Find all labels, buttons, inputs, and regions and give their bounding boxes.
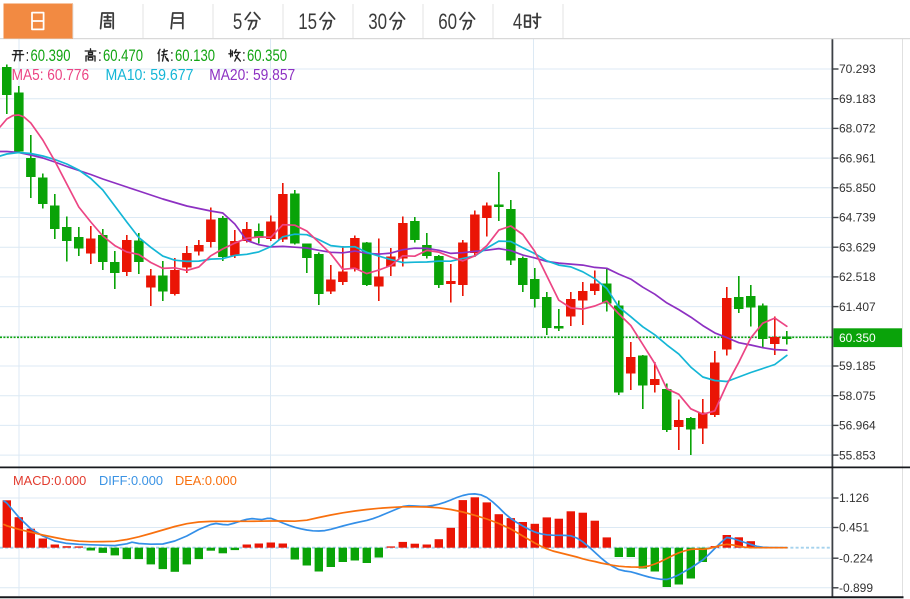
svg-text:15: 15 xyxy=(298,9,317,34)
svg-text:69.183: 69.183 xyxy=(839,92,876,106)
svg-text:60.350: 60.350 xyxy=(247,47,287,65)
svg-text:64.739: 64.739 xyxy=(839,211,876,225)
svg-text:MA10: 59.677: MA10: 59.677 xyxy=(106,67,194,84)
svg-text:MA5: 60.776: MA5: 60.776 xyxy=(12,67,90,84)
svg-text:MACD:0.000: MACD:0.000 xyxy=(13,473,86,488)
svg-text:4: 4 xyxy=(513,9,522,34)
svg-text:63.629: 63.629 xyxy=(839,240,876,254)
svg-text::: : xyxy=(242,47,246,65)
svg-text:-0.899: -0.899 xyxy=(839,581,873,595)
svg-text:60.470: 60.470 xyxy=(103,47,143,65)
svg-text:61.407: 61.407 xyxy=(839,300,876,314)
svg-text:56.964: 56.964 xyxy=(839,419,876,433)
svg-text:60.390: 60.390 xyxy=(31,47,71,65)
svg-text:66.961: 66.961 xyxy=(839,151,876,165)
svg-text:60.130: 60.130 xyxy=(175,47,215,65)
svg-text:5: 5 xyxy=(233,9,242,34)
svg-text:60.350: 60.350 xyxy=(839,331,876,345)
svg-text:1.126: 1.126 xyxy=(839,491,869,505)
svg-text:DIFF:0.000: DIFF:0.000 xyxy=(99,473,163,488)
svg-text:55.853: 55.853 xyxy=(839,448,876,462)
svg-text:MA20: 59.857: MA20: 59.857 xyxy=(209,67,295,84)
svg-text:DEA:0.000: DEA:0.000 xyxy=(175,473,237,488)
svg-text:62.518: 62.518 xyxy=(839,270,876,284)
svg-text:-0.224: -0.224 xyxy=(839,551,873,565)
svg-text:0.451: 0.451 xyxy=(839,521,869,535)
svg-text:30: 30 xyxy=(368,9,387,34)
svg-text:59.185: 59.185 xyxy=(839,359,876,373)
svg-text:58.075: 58.075 xyxy=(839,389,876,403)
svg-text:68.072: 68.072 xyxy=(839,122,876,136)
svg-text:60: 60 xyxy=(438,9,457,34)
svg-text:65.850: 65.850 xyxy=(839,181,876,195)
svg-text::: : xyxy=(26,47,30,65)
svg-text:70.293: 70.293 xyxy=(839,62,876,76)
svg-text::: : xyxy=(98,47,102,65)
svg-text::: : xyxy=(170,47,174,65)
